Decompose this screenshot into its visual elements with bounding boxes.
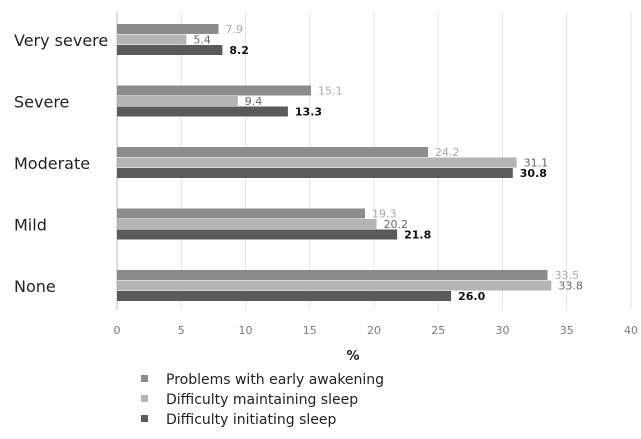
data-label: 15.1 <box>318 85 343 98</box>
bar <box>117 24 219 34</box>
data-label: 31.1 <box>524 157 549 170</box>
x-tick-label: 5 <box>178 324 185 337</box>
legend-swatch <box>141 415 148 422</box>
legend-swatch <box>141 375 148 382</box>
x-tick-label: 10 <box>239 324 253 337</box>
x-tick-labels: 0 5 10 15 20 25 30 35 40 <box>114 324 639 337</box>
data-label: 19.3 <box>372 208 397 221</box>
x-tick-label: 35 <box>560 324 574 337</box>
bar <box>117 85 312 96</box>
data-label: 24.2 <box>435 146 460 159</box>
data-label: 5.4 <box>193 34 211 47</box>
bar <box>117 106 288 117</box>
legend-item-label: Difficulty maintaining sleep <box>166 392 358 408</box>
bar <box>117 96 238 106</box>
data-label: 20.2 <box>384 218 409 231</box>
x-tick-label: 30 <box>496 324 510 337</box>
bar <box>117 45 223 55</box>
legend-item-label: Problems with early awakening <box>166 372 384 388</box>
bar <box>117 270 548 280</box>
bar <box>117 157 517 168</box>
bar <box>117 219 377 229</box>
x-tick-label: 0 <box>114 324 121 337</box>
bar <box>117 34 187 45</box>
legend: Problems with early awakening Difficulty … <box>141 372 384 428</box>
data-label: 13.3 <box>295 106 322 119</box>
x-tick-label: 20 <box>367 324 381 337</box>
bar <box>117 229 398 240</box>
bar <box>117 208 366 219</box>
x-tick-label: 25 <box>431 324 445 337</box>
legend-swatch <box>141 395 148 402</box>
data-label: 9.4 <box>245 95 262 108</box>
data-label: 33.8 <box>558 280 583 293</box>
x-axis-label: % <box>346 349 359 364</box>
legend-item-label: Difficulty initiating sleep <box>166 412 336 428</box>
category-labels: Very severe Severe Moderate Mild None <box>14 31 108 296</box>
bar <box>117 168 513 178</box>
category-label: None <box>14 277 56 296</box>
data-label: 8.2 <box>229 44 249 57</box>
bar <box>117 291 452 301</box>
x-tick-label: 40 <box>624 324 638 337</box>
bar <box>117 147 428 157</box>
bars <box>117 24 552 301</box>
data-label: 30.8 <box>520 167 547 180</box>
category-label: Severe <box>14 92 69 111</box>
data-label: 33.5 <box>554 269 579 282</box>
data-label: 26.0 <box>458 290 485 303</box>
category-label: Mild <box>14 215 47 234</box>
category-label: Very severe <box>14 31 108 50</box>
category-label: Moderate <box>14 154 90 173</box>
x-tick-label: 15 <box>303 324 317 337</box>
data-label: 21.8 <box>404 229 431 242</box>
bar <box>117 280 552 291</box>
value-labels: 7.9 5.4 8.2 15.1 9.4 13.3 24.2 31.130.8 19.320.2… <box>193 23 582 303</box>
data-label: 7.9 <box>226 23 244 36</box>
